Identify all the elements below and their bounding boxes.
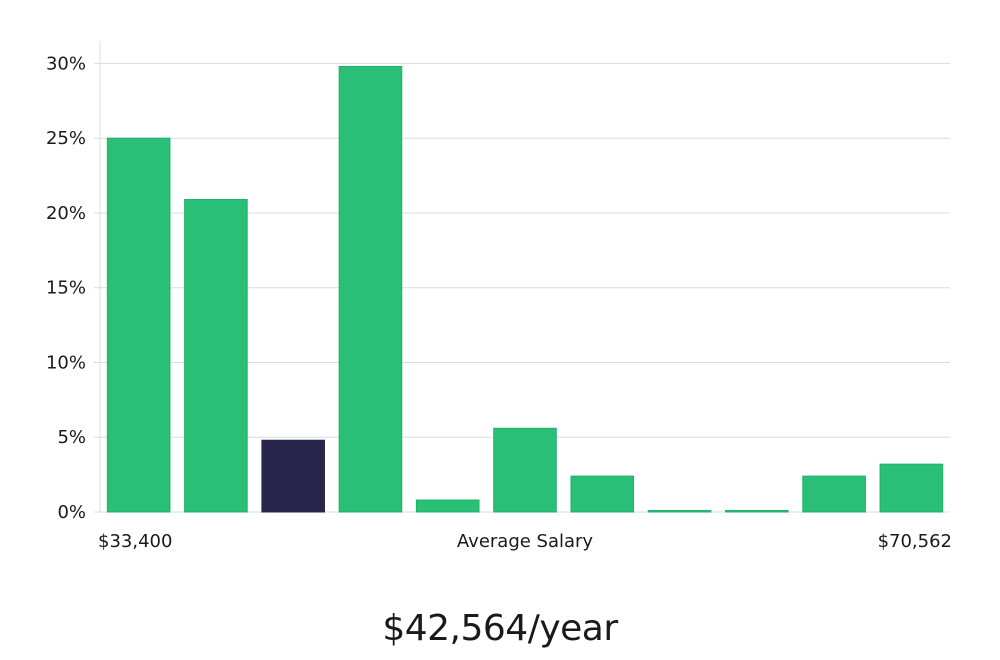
bar <box>493 427 557 513</box>
bar <box>802 475 866 513</box>
x-max-label: $70,562 <box>878 531 952 552</box>
bar <box>725 510 789 513</box>
x-min-label: $33,400 <box>98 531 172 552</box>
bar <box>879 463 944 513</box>
y-tick-label: 5% <box>57 427 86 448</box>
y-tick-label: 30% <box>46 53 86 74</box>
bar <box>338 65 403 513</box>
average-salary-headline: $42,564/year <box>382 608 618 649</box>
bar-highlighted <box>261 439 325 513</box>
bar <box>184 198 248 513</box>
bars <box>106 65 944 513</box>
y-tick-label: 15% <box>46 278 86 299</box>
y-tick-label: 25% <box>46 128 86 149</box>
x-axis-label: Average Salary <box>457 531 594 552</box>
y-tick-label: 0% <box>57 502 86 523</box>
bar <box>570 475 635 513</box>
bar <box>415 499 480 513</box>
bar <box>647 510 712 513</box>
bar <box>106 137 171 513</box>
y-tick-label: 20% <box>46 203 86 224</box>
y-tick-label: 10% <box>46 352 86 373</box>
y-tick-labels: 0% 5% 10% 15% 20% 25% 30% <box>46 53 100 523</box>
